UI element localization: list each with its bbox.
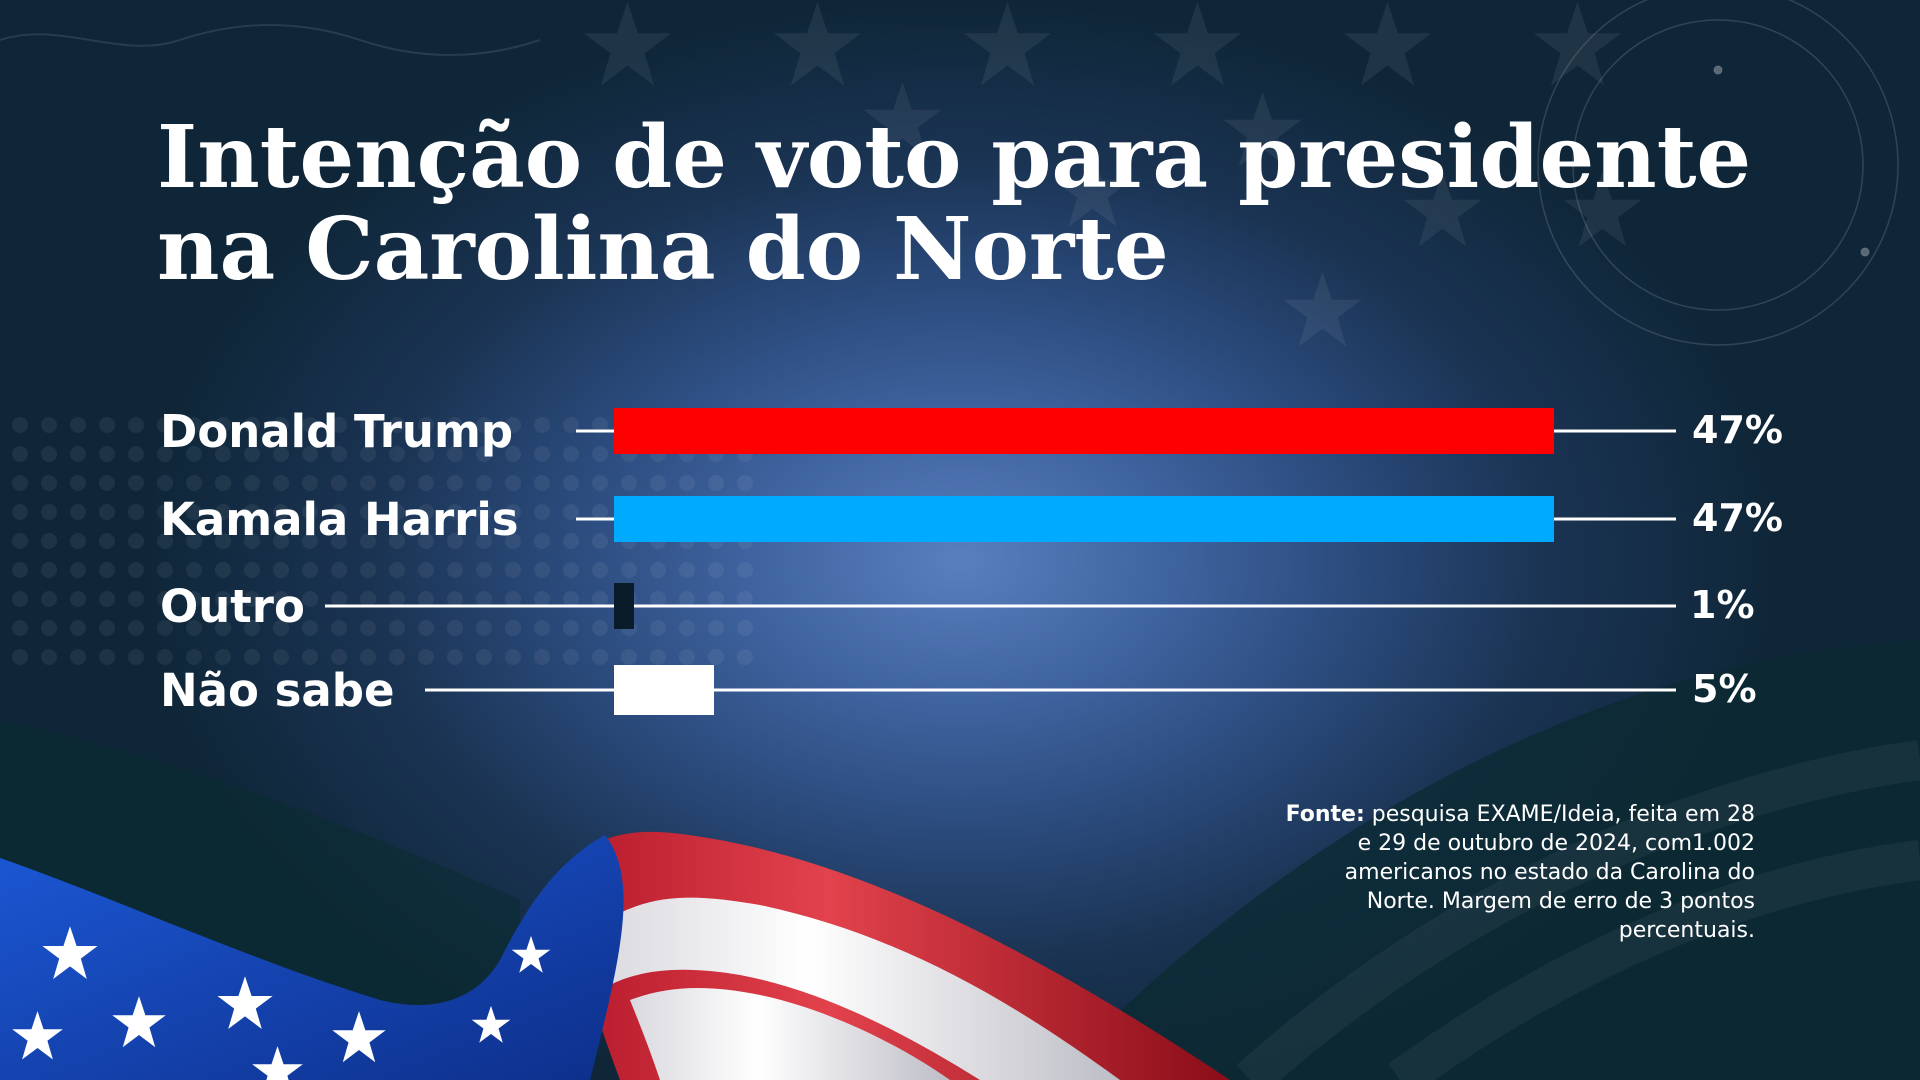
dot-grid [12, 417, 753, 665]
source-label: Fonte: [1285, 802, 1365, 827]
source-note: Fonte: pesquisa EXAME/Ideia, feita em 28… [1275, 800, 1755, 945]
title-line-2: na Carolina do Norte [157, 199, 1169, 300]
category-label: Donald Trump [160, 405, 513, 458]
bar [614, 583, 634, 629]
chart-title: Intenção de voto para presidente na Caro… [157, 112, 1757, 296]
value-label: 1% [1690, 583, 1755, 627]
bar [614, 496, 1554, 542]
american-flag-illustration [0, 831, 1230, 1080]
value-label: 47% [1692, 408, 1783, 452]
value-label: 47% [1692, 496, 1783, 540]
title-line-1: Intenção de voto para presidente [157, 107, 1752, 208]
category-label: Outro [160, 580, 305, 633]
bar [614, 665, 714, 715]
source-text: pesquisa EXAME/Ideia, feita em 28 e 29 d… [1344, 802, 1755, 943]
decorative-circles [1537, 0, 1899, 346]
category-label: Kamala Harris [160, 493, 519, 546]
value-label: 5% [1692, 667, 1757, 711]
category-label: Não sabe [160, 664, 395, 717]
bar [614, 408, 1554, 454]
